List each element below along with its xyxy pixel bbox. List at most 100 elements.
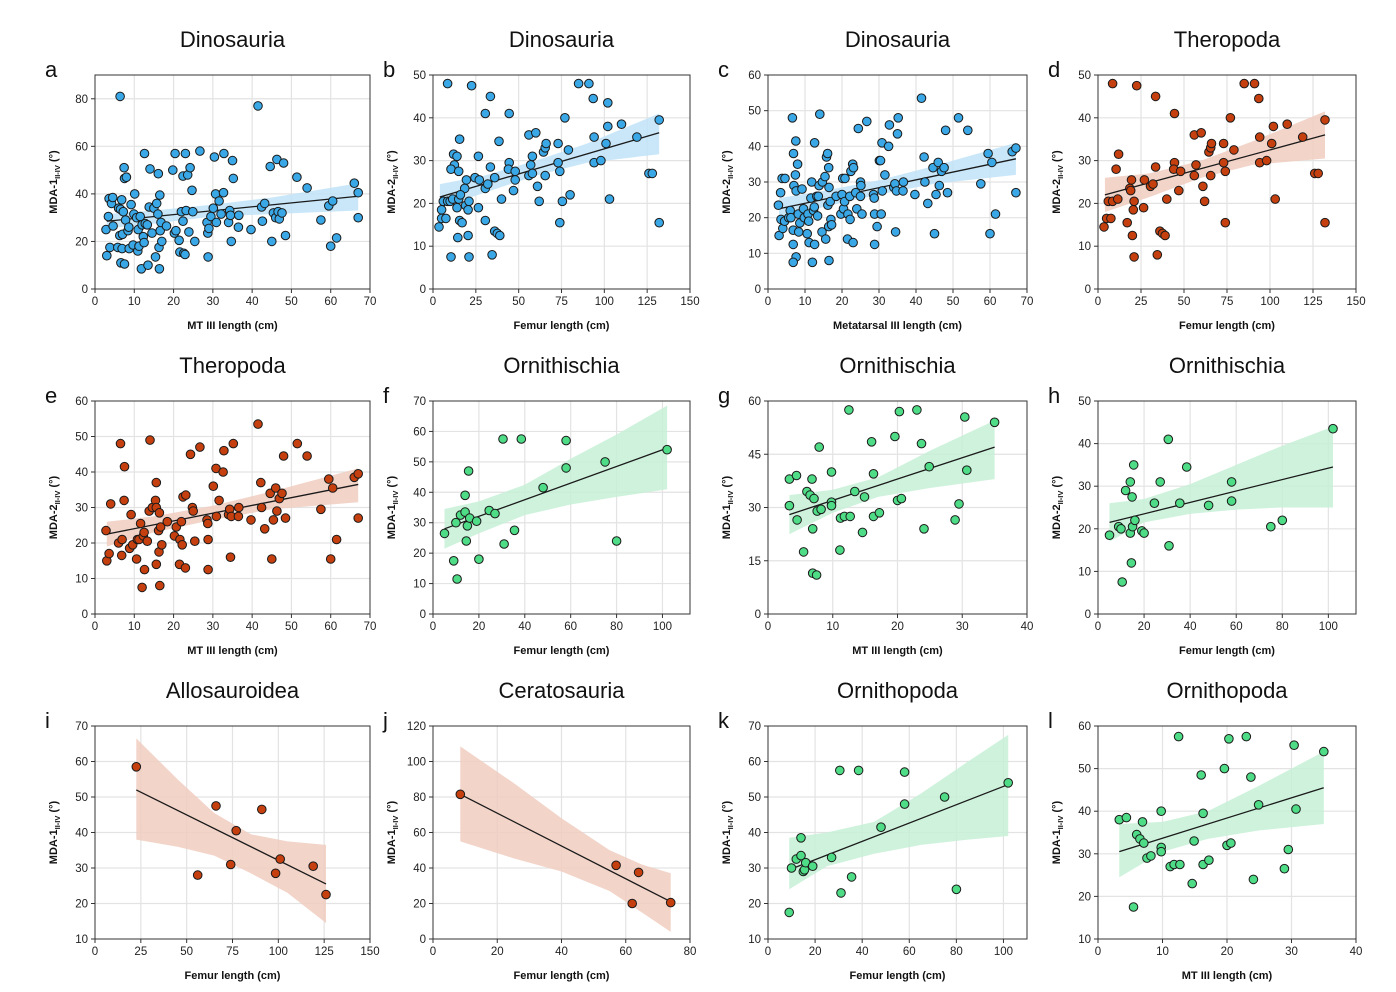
data-point bbox=[150, 252, 161, 262]
data-point bbox=[508, 185, 519, 196]
data-point bbox=[442, 78, 453, 89]
data-point bbox=[787, 113, 798, 123]
data-point bbox=[790, 170, 801, 180]
x-tick-label: 0 bbox=[92, 946, 98, 958]
data-point bbox=[195, 146, 205, 156]
data-point bbox=[453, 166, 464, 177]
x-tick-label: 75 bbox=[226, 946, 239, 958]
data-point bbox=[807, 524, 818, 534]
x-tick-label: 30 bbox=[206, 296, 219, 308]
panel-title: Theropoda bbox=[179, 353, 286, 378]
data-point bbox=[257, 804, 267, 815]
data-point bbox=[563, 145, 574, 155]
x-tick-label: 10 bbox=[826, 621, 839, 633]
data-point bbox=[259, 524, 270, 534]
data-point bbox=[464, 252, 474, 262]
data-point bbox=[1266, 138, 1277, 149]
data-point bbox=[1220, 166, 1231, 177]
y-tick-label: 70 bbox=[413, 396, 426, 408]
x-axis-label: Femur length (cm) bbox=[1179, 645, 1275, 657]
data-point bbox=[331, 233, 342, 243]
data-point bbox=[119, 461, 130, 472]
data-point bbox=[190, 236, 200, 247]
y-tick-label: 20 bbox=[413, 198, 426, 210]
y-tick-label: 60 bbox=[75, 757, 88, 769]
x-axis-label: Femur length (cm) bbox=[1179, 320, 1275, 332]
data-point bbox=[868, 469, 879, 479]
data-point bbox=[233, 511, 244, 522]
y-axis-label: MDA-1II-IV (°) bbox=[386, 475, 400, 539]
data-point bbox=[280, 513, 291, 523]
data-point bbox=[227, 155, 238, 166]
y-tick-label: 50 bbox=[75, 432, 88, 444]
x-tick-label: 80 bbox=[950, 946, 963, 958]
data-point bbox=[929, 228, 940, 239]
x-tick-label: 80 bbox=[684, 946, 697, 958]
y-axis-label: MDA-2II-IV (°) bbox=[721, 150, 735, 214]
data-point bbox=[259, 198, 270, 209]
data-point bbox=[460, 490, 470, 501]
panel-i: Allosauroidea i 0 25 50 75 100 125 150 10 20 30 40 50… bbox=[45, 678, 380, 982]
data-point bbox=[561, 435, 571, 446]
y-tick-label: 20 bbox=[75, 538, 88, 550]
data-point bbox=[349, 178, 360, 188]
data-point bbox=[267, 554, 277, 564]
regression-line bbox=[135, 789, 327, 885]
y-tick-label: 0 bbox=[420, 284, 426, 296]
data-point bbox=[1127, 230, 1138, 241]
y-tick-label: 30 bbox=[1078, 156, 1091, 168]
data-point bbox=[353, 469, 364, 479]
data-point bbox=[976, 179, 986, 189]
data-point bbox=[807, 257, 818, 268]
data-point bbox=[277, 208, 287, 218]
y-axis-label-unit: (°) bbox=[48, 475, 60, 490]
confidence-band bbox=[444, 405, 668, 549]
x-axis-label: MT III length (cm) bbox=[852, 645, 943, 657]
y-axis-label: MDA-1II-IV (°) bbox=[721, 475, 735, 539]
data-point bbox=[195, 442, 205, 452]
x-tick-label: 20 bbox=[167, 621, 180, 633]
data-point bbox=[1191, 160, 1201, 170]
data-point bbox=[898, 177, 909, 187]
data-point bbox=[910, 189, 920, 200]
data-point bbox=[219, 445, 229, 456]
y-tick-label: 20 bbox=[1078, 524, 1091, 536]
data-point bbox=[1155, 477, 1165, 487]
y-axis-label: MDA-2II-IV (°) bbox=[48, 475, 62, 539]
data-point bbox=[826, 852, 837, 863]
data-point bbox=[632, 132, 642, 142]
data-point bbox=[464, 196, 474, 207]
data-point bbox=[268, 515, 279, 525]
panel-title: Allosauroidea bbox=[166, 678, 300, 703]
data-point bbox=[185, 449, 196, 460]
y-tick-label: 40 bbox=[413, 487, 426, 499]
data-point bbox=[208, 203, 219, 213]
data-point bbox=[308, 861, 319, 872]
data-point bbox=[211, 801, 221, 811]
data-point bbox=[1121, 812, 1132, 823]
data-point bbox=[809, 239, 820, 250]
data-point bbox=[616, 119, 627, 129]
y-tick-label: 0 bbox=[755, 284, 761, 296]
x-tick-label: 100 bbox=[595, 296, 614, 308]
data-point bbox=[188, 506, 198, 516]
data-point bbox=[117, 534, 127, 545]
data-point bbox=[1282, 119, 1292, 129]
data-point bbox=[846, 872, 857, 882]
x-tick-label: 0 bbox=[430, 296, 436, 308]
data-point bbox=[880, 170, 890, 180]
plot-frame bbox=[1097, 400, 1357, 615]
y-tick-label: 60 bbox=[413, 828, 426, 840]
data-point bbox=[455, 190, 466, 200]
data-point bbox=[894, 406, 905, 417]
y-axis-label-subscript: II-IV bbox=[726, 816, 735, 830]
data-point bbox=[211, 217, 222, 228]
data-point bbox=[647, 168, 658, 179]
data-point bbox=[823, 162, 834, 173]
data-point bbox=[256, 477, 266, 488]
data-point bbox=[353, 187, 364, 198]
data-point bbox=[561, 463, 571, 473]
data-point bbox=[809, 493, 819, 504]
data-point bbox=[489, 172, 500, 183]
data-point bbox=[157, 540, 167, 550]
